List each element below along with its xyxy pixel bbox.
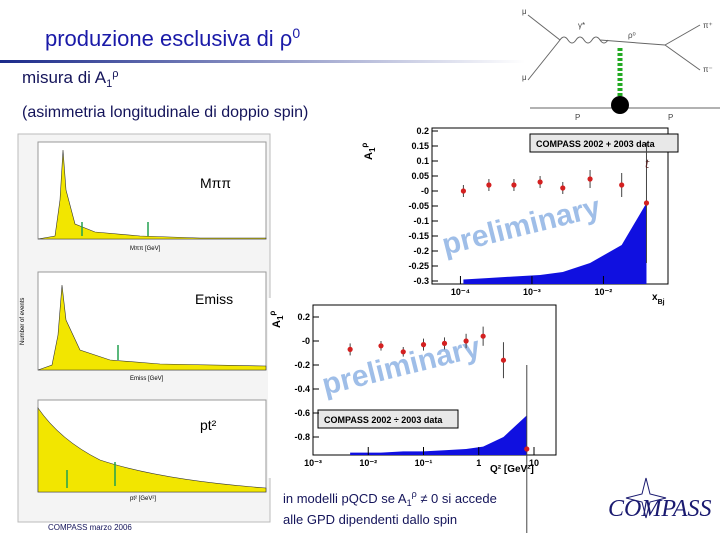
y-axis-label-part: A (271, 320, 283, 328)
systematic-band (350, 415, 527, 455)
subtitle-2: (asimmetria longitudinale di doppio spin… (22, 104, 308, 121)
x-tick-label: 10⁻¹ (415, 458, 433, 468)
x-tick-label: 10⁻² (595, 287, 613, 297)
systematic-band (463, 203, 647, 284)
y-axis-label: A1ρ (360, 143, 377, 160)
note-line: alle GPD dipendenti dallo spin (283, 512, 457, 527)
footer: COMPASS marzo 2006 (48, 523, 132, 532)
y-tick-label: 0.1 (416, 156, 429, 166)
x-tick-label: 10⁻³ (304, 458, 322, 468)
diagram-label: π⁺ (703, 21, 713, 30)
diagram-label: γ* (578, 21, 585, 30)
x-tick-label: 10 (529, 458, 539, 468)
y-tick-label: -0.05 (408, 201, 429, 211)
y-tick-label: -0.15 (408, 231, 429, 241)
title-rule (0, 60, 525, 63)
histogram-axis-label: Mππ [GeV] (130, 246, 161, 252)
x-axis-label-part: Q² [GeV²] (490, 464, 534, 475)
data-point (347, 346, 353, 352)
legend-text: COMPASS 2002 + 2003 data (536, 139, 656, 149)
y-tick-label: -0 (302, 336, 310, 346)
title: produzione esclusiva di ρ0 (45, 25, 300, 51)
data-point (460, 188, 467, 194)
x-axis-label-part: x (652, 292, 658, 303)
data-point (463, 338, 469, 344)
histogram-y-label: Number of events (20, 298, 26, 345)
histogram-axis-label: Emiss [GeV] (130, 376, 164, 382)
x-tick-label: 10⁻⁴ (451, 287, 470, 297)
y-tick-label: 0.15 (411, 141, 429, 151)
y-axis-label-part: ρ (360, 143, 369, 148)
data-point (537, 179, 543, 185)
data-point (378, 343, 384, 349)
y-tick-label: -0.2 (294, 360, 310, 370)
y-tick-label: 0.2 (416, 126, 429, 136)
y-tick-label: -0.6 (294, 408, 310, 418)
y-tick-label: -0.1 (413, 216, 429, 226)
y-tick-label: 0.2 (297, 312, 310, 322)
x-tick-label: 10⁻³ (523, 287, 541, 297)
data-point (486, 182, 492, 188)
data-point (643, 200, 650, 206)
x-tick-label: 10⁻² (359, 458, 377, 468)
y-tick-label: -0.8 (294, 432, 310, 442)
legend-box (317, 409, 459, 429)
y-tick-label: -0.2 (413, 246, 429, 256)
histogram-panels (17, 133, 271, 523)
y-axis-label-part: 1 (276, 315, 285, 320)
data-point (420, 342, 427, 348)
data-point (524, 446, 530, 452)
data-point (511, 182, 517, 188)
subtitle: misura di A1ρ (22, 68, 118, 90)
y-axis-label: A1ρ (268, 311, 285, 328)
y-tick-label: -0.25 (408, 261, 429, 271)
legend-text: COMPASS 2002 ÷ 2003 data (324, 415, 443, 425)
histogram-axis-label: pt² [GeV²] (130, 496, 156, 502)
y-tick-label: -0.4 (294, 384, 310, 394)
x-axis-label: Q² [GeV²] (490, 464, 534, 475)
y-axis-label-part: 1 (368, 147, 377, 152)
histogram-overlay-label: pt² (200, 417, 217, 433)
x-axis-label-part: Bj (658, 299, 665, 306)
histogram-overlay-label: Emiss (195, 291, 233, 307)
logo-star (625, 477, 667, 519)
data-point (480, 333, 486, 339)
data-point (500, 357, 507, 363)
data-point (400, 349, 406, 355)
diagram-label: ρ⁰ (628, 31, 636, 40)
feynman-diagram (527, 14, 720, 114)
diagram-label: μ (522, 73, 527, 82)
x-tick-label: 1 (476, 458, 481, 468)
x-axis-label: xBj (652, 292, 665, 306)
data-point (619, 182, 625, 188)
y-tick-label: 0.05 (411, 171, 429, 181)
note-line: in modelli pQCD se A1ρ ≠ 0 si accede (283, 489, 497, 508)
diagram-label: π⁻ (703, 65, 713, 74)
y-tick-label: -0 (421, 186, 429, 196)
annotation: t (645, 156, 650, 172)
diagram-label: P (575, 113, 580, 122)
data-point (560, 185, 566, 191)
legend-box (529, 133, 679, 153)
diagram-label: μ (522, 7, 527, 16)
histogram-overlay-label: Mππ (200, 175, 231, 191)
diagram-label: P (668, 113, 673, 122)
y-axis-label-part: ρ (268, 311, 277, 316)
data-point (587, 176, 593, 182)
y-axis-label-part: A (363, 152, 375, 160)
y-tick-label: -0.3 (413, 276, 429, 286)
logo: COMPASS (608, 496, 712, 522)
data-point (441, 340, 448, 346)
